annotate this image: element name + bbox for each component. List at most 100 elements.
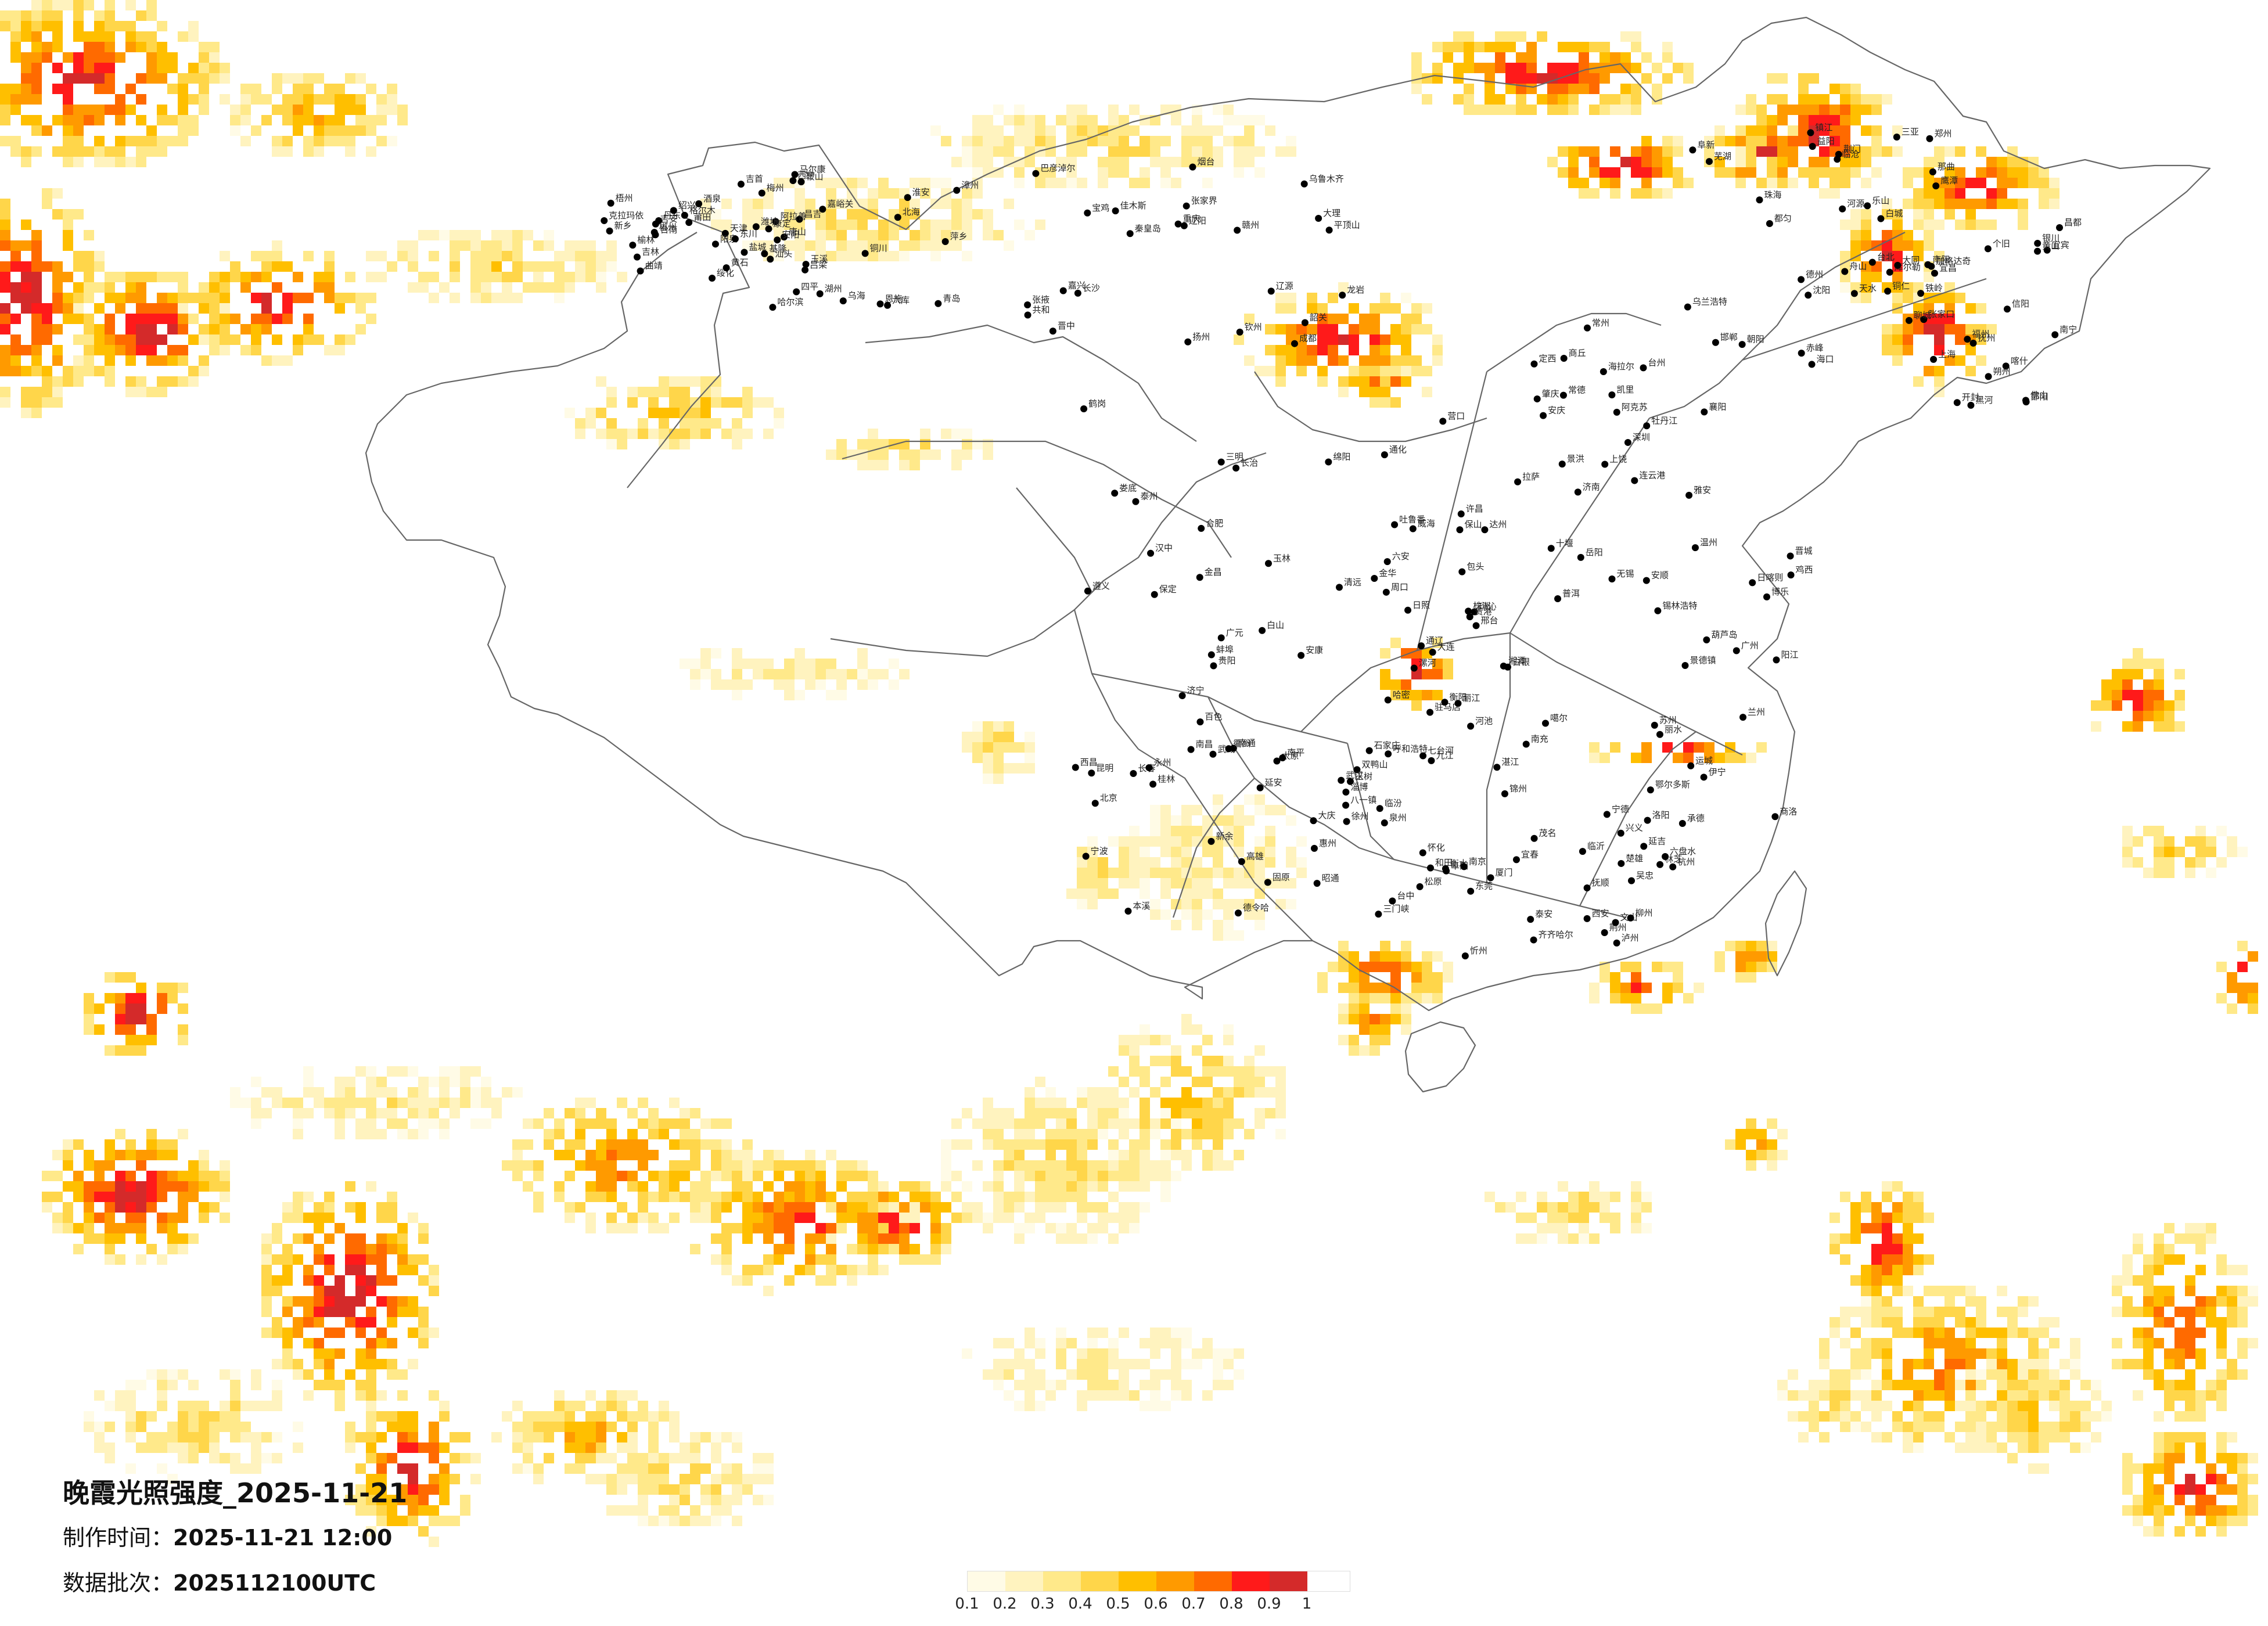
heat-cell (2154, 1442, 2164, 1453)
city-marker: 安阳 (774, 229, 799, 244)
heat-cell (220, 282, 230, 293)
heat-cell (0, 136, 10, 146)
city-label: 平顶山 (1334, 220, 1360, 230)
heat-cell (1756, 125, 1767, 136)
heat-cell (868, 1171, 878, 1181)
heat-cell (21, 282, 31, 293)
heat-cell (115, 334, 125, 345)
heat-cell (1882, 1359, 1892, 1369)
heat-cell (418, 1495, 429, 1505)
heat-cell (199, 366, 209, 376)
heat-cell (293, 345, 303, 355)
heat-cell (815, 240, 826, 251)
heat-cell (1390, 324, 1401, 334)
heat-cell (868, 439, 878, 449)
heat-cell (690, 1432, 700, 1442)
heat-cell (659, 387, 669, 397)
city-marker: 达州 (1481, 519, 1507, 534)
city-marker: 洛阳 (1644, 810, 1670, 824)
heat-cell (2122, 1474, 2133, 1484)
heat-cell (1965, 366, 1976, 376)
heat-cell (146, 42, 157, 52)
heat-cell (261, 1108, 272, 1118)
heat-cell (2185, 857, 2195, 868)
heat-cell (1171, 1369, 1181, 1380)
heat-cell (345, 272, 355, 282)
heat-cell (2007, 1411, 2018, 1422)
heat-cell (1641, 136, 1652, 146)
heat-cell (199, 293, 209, 303)
heat-cell (220, 1369, 230, 1380)
heat-cell (1631, 1213, 1641, 1223)
heat-cell (983, 732, 993, 742)
city-marker: 格尔木 (681, 205, 716, 219)
city-marker: 铁岭 (1917, 283, 1943, 297)
city-marker: 丽江 (1454, 693, 1480, 707)
heat-cell (1025, 136, 1035, 146)
heat-cell (1924, 188, 1934, 199)
heat-cell (1255, 115, 1265, 125)
heat-cell (94, 1181, 105, 1192)
heat-cell (2185, 1411, 2195, 1422)
heat-cell (397, 1432, 408, 1442)
heat-cell (1160, 1328, 1171, 1338)
heat-cell (700, 1495, 711, 1505)
heat-cell (1882, 1348, 1892, 1359)
heat-cell (962, 732, 972, 742)
heat-cell (408, 1265, 418, 1275)
city-label: 和田 (1435, 858, 1453, 868)
heat-cell (2164, 1453, 2174, 1463)
heat-cell (272, 1390, 282, 1401)
heat-cell (387, 1296, 397, 1307)
heat-cell (272, 1380, 282, 1390)
heat-cell (376, 1296, 387, 1307)
heat-cell (774, 178, 784, 188)
heat-cell (2143, 826, 2154, 836)
heat-cell (606, 1181, 617, 1192)
heat-cell (2007, 157, 2018, 167)
heat-cell (1850, 146, 1861, 157)
heat-cell (502, 230, 512, 240)
heat-cell (1673, 972, 1683, 983)
heat-cell (2164, 1505, 2174, 1516)
heat-cell (1913, 1380, 1924, 1390)
heat-cell (240, 282, 251, 293)
heat-cell (1819, 1411, 1830, 1422)
heat-cell (899, 251, 910, 261)
heat-cell (1380, 345, 1390, 355)
heat-cell (2028, 1463, 2039, 1474)
heat-cell (1108, 1348, 1119, 1359)
heat-cell (1840, 136, 1850, 146)
heat-cell (1244, 355, 1255, 366)
heat-cell (146, 334, 157, 345)
heat-cell (136, 1181, 146, 1192)
heat-cell (2143, 1463, 2154, 1474)
heat-cell (1265, 847, 1275, 857)
heat-cell (105, 366, 115, 376)
heat-cell (52, 1150, 63, 1160)
city-label: 新乡 (614, 221, 632, 231)
heat-cell (2133, 721, 2143, 732)
heat-cell (1192, 826, 1202, 836)
heat-cell (115, 272, 125, 282)
heat-cell (565, 1171, 575, 1181)
heat-cell (460, 1087, 470, 1098)
heat-cell (669, 397, 680, 408)
heat-cell (167, 84, 178, 94)
heat-cell (1610, 742, 1620, 753)
heat-cell (805, 1150, 815, 1160)
heat-cell (1035, 1077, 1045, 1087)
heat-cell (2206, 1474, 2216, 1484)
heat-cell (314, 1317, 324, 1328)
heat-cell (1944, 1380, 1955, 1390)
heat-cell (167, 115, 178, 125)
heat-cell (52, 146, 63, 157)
heat-cell (1380, 355, 1390, 366)
heat-cell (1526, 1233, 1537, 1244)
heat-cell (1662, 73, 1673, 84)
heat-cell (2059, 1422, 2070, 1432)
heat-cell (1160, 1108, 1171, 1118)
heat-cell (606, 1223, 617, 1233)
city-dot (1342, 801, 1350, 809)
heat-cell (397, 1244, 408, 1254)
